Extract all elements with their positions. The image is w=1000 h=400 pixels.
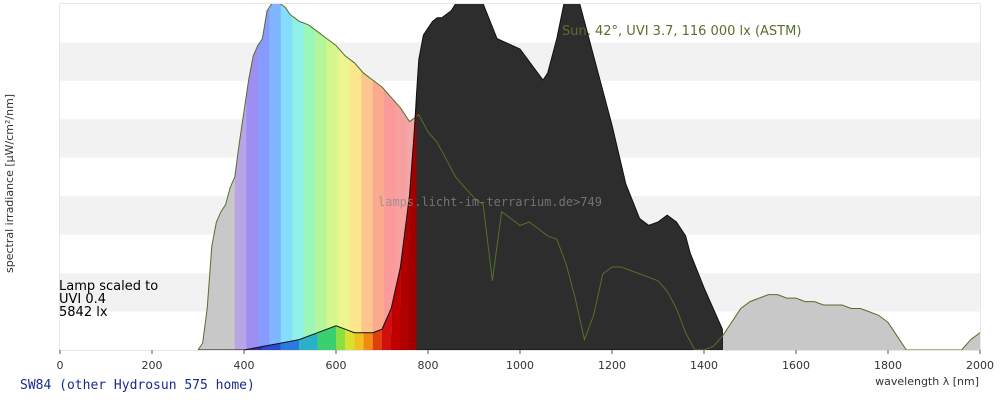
grid-band xyxy=(60,4,980,43)
glow-segment xyxy=(299,332,318,350)
glow-segment xyxy=(262,343,281,350)
x-tick-label: 1000 xyxy=(506,359,534,372)
glow-segment xyxy=(363,332,373,350)
rainbow-band xyxy=(269,4,282,350)
x-axis-ticks: 0 200 400 600 800 1000 1200 1400 1600 1800 2000 xyxy=(57,350,994,372)
rainbow-band xyxy=(292,4,305,350)
watermark: lamps.licht-im-terrarium.de>749 xyxy=(378,195,602,209)
glow-segment xyxy=(391,267,401,350)
x-axis-label: wavelength λ [nm] xyxy=(875,375,979,388)
sun-area-rainbow xyxy=(234,4,420,350)
sun-label: Sun, 42°, UVI 3.7, 116 000 lx (ASTM) xyxy=(562,24,801,39)
rainbow-band xyxy=(257,4,270,350)
glow-segment xyxy=(317,325,336,350)
x-tick-label: 200 xyxy=(142,359,163,372)
glow-segment xyxy=(382,308,392,350)
lamp-visible-line xyxy=(243,100,417,351)
x-tick-label: 400 xyxy=(234,359,255,372)
sun-spectrum xyxy=(198,4,980,350)
rainbow-band xyxy=(349,4,362,350)
rainbow-band xyxy=(303,4,316,350)
sun-line xyxy=(197,4,980,350)
x-tick-label: 800 xyxy=(418,359,439,372)
glow-segment xyxy=(336,325,346,350)
glow-segment xyxy=(280,339,300,350)
x-tick-label: 1400 xyxy=(690,359,718,372)
lamp-scale-line-2: UVI 0.4 xyxy=(59,292,106,307)
rainbow-band xyxy=(361,4,374,350)
x-tick-label: 1600 xyxy=(782,359,810,372)
y-axis-label: spectral irradiance [µW/cm²/nm] xyxy=(3,94,16,273)
lamp-scale-line-3: 5842 lx xyxy=(59,305,108,320)
x-tick-label: 1800 xyxy=(874,359,902,372)
x-tick-label: 2000 xyxy=(966,359,994,372)
glow-segment xyxy=(345,329,355,350)
lamp-visible-glow xyxy=(244,100,417,351)
lamp-scale-line-1: Lamp scaled to xyxy=(59,279,158,294)
rainbow-band xyxy=(372,4,385,350)
glow-segment xyxy=(372,329,382,350)
lamp-scale-note: Lamp scaled to UVI 0.4 5842 lx xyxy=(59,279,158,320)
glow-segment xyxy=(400,194,410,350)
rainbow-band xyxy=(315,4,328,350)
rainbow-band xyxy=(326,4,339,350)
rainbow-band xyxy=(338,4,351,350)
x-tick-label: 600 xyxy=(326,359,347,372)
lamp-name: SW84 (other Hydrosun 575 home) xyxy=(20,378,255,393)
x-tick-label: 1200 xyxy=(598,359,626,372)
rainbow-band xyxy=(246,4,259,350)
x-tick-label: 0 xyxy=(57,359,64,372)
glow-segment xyxy=(354,332,364,350)
rainbow-band xyxy=(280,4,293,350)
glow-segment xyxy=(409,100,417,351)
